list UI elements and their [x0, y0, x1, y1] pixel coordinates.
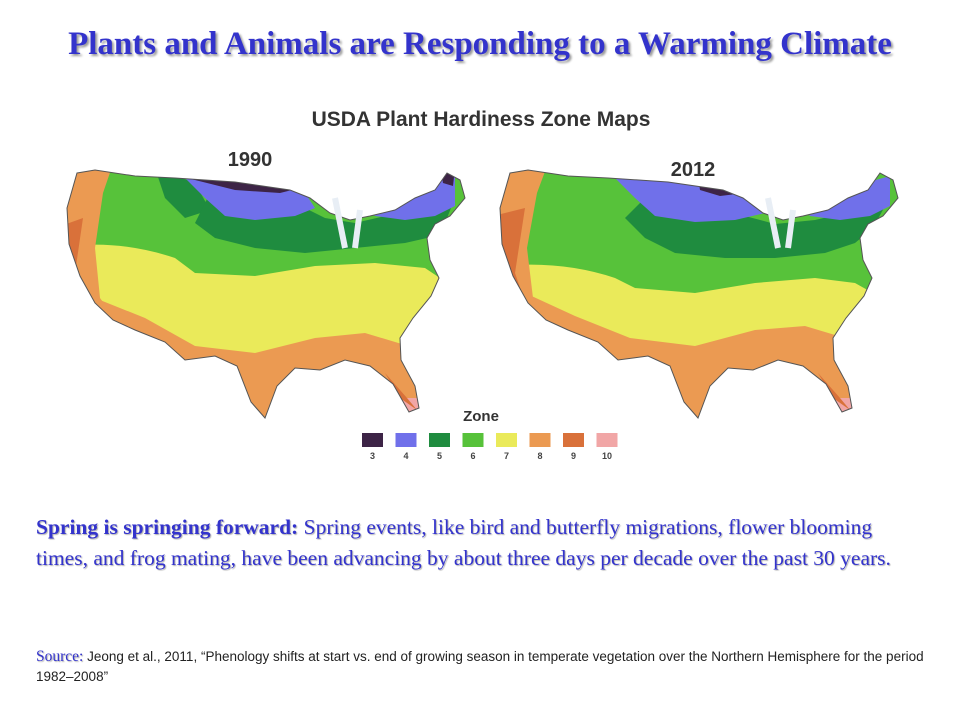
legend-swatch-zone-9: [563, 433, 584, 447]
map-header: USDA Plant Hardiness Zone Maps: [312, 108, 651, 131]
legend-swatch-zone-10: [596, 433, 618, 447]
map-year-label: 2012: [671, 159, 716, 181]
legend-label-zone-8: 8: [537, 451, 542, 461]
legend-swatch-zone-4: [395, 433, 417, 447]
body-lead: Spring is springing forward:: [36, 515, 299, 539]
map-1990: 1990: [66, 149, 466, 419]
body-text: Spring events, like bird and butterfly m…: [36, 515, 891, 570]
body-paragraph: Spring is springing forward: Spring even…: [36, 512, 926, 574]
legend-title: Zone: [463, 408, 499, 425]
legend-swatch-zone-6: [462, 433, 484, 447]
legend-swatch-zone-3: [362, 433, 383, 447]
legend-label-zone-5: 5: [437, 451, 442, 461]
source-label: Source:: [36, 648, 84, 665]
hardiness-zone-maps: USDA Plant Hardiness Zone Maps: [66, 108, 899, 461]
legend-label-zone-9: 9: [571, 451, 576, 461]
legend-swatch-zone-7: [496, 433, 517, 447]
legend-label-zone-6: 6: [470, 451, 475, 461]
source-citation: Source: Jeong et al., 2011, “Phenology s…: [36, 647, 936, 687]
slide-title: Plants and Animals are Responding to a W…: [68, 26, 892, 62]
map-year-label: 1990: [228, 149, 273, 171]
source-text: Jeong et al., 2011, “Phenology shifts at…: [36, 649, 924, 684]
map-2012: 2012: [499, 159, 899, 419]
legend-label-zone-7: 7: [504, 451, 509, 461]
legend-label-zone-4: 4: [403, 451, 408, 461]
legend-label-zone-10: 10: [602, 451, 612, 461]
hardiness-zone-figure: USDA Plant Hardiness Zone Maps: [55, 98, 905, 488]
legend-swatch-zone-5: [429, 433, 450, 447]
zone-legend: Zone 3 4 5 6 7 8 9 10: [362, 408, 618, 461]
legend-swatch-zone-8: [529, 433, 551, 447]
legend-label-zone-3: 3: [370, 451, 375, 461]
